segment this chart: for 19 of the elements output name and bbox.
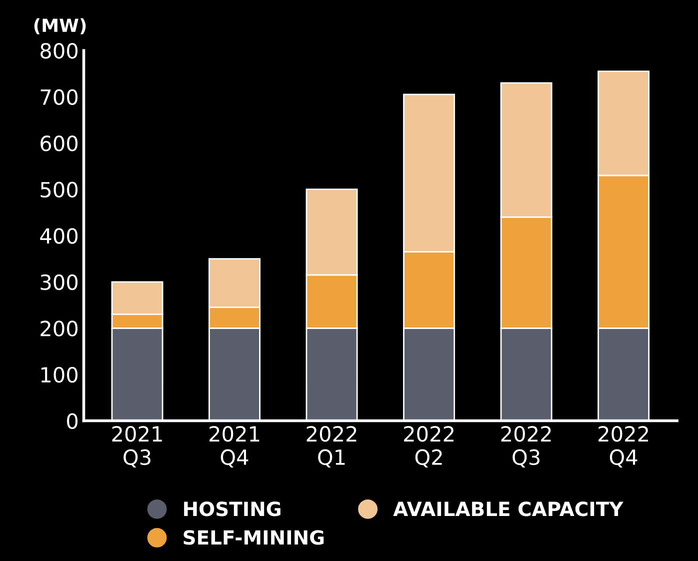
- legend-label: SELF-MINING: [184, 530, 324, 545]
- y-tick-label: 700: [40, 89, 78, 105]
- x-tick-label: 2021 Q3: [112, 426, 162, 468]
- y-tick-label: 800: [40, 42, 78, 59]
- y-tick-label: 300: [40, 274, 78, 290]
- y-axis-title: (MW): [34, 18, 86, 34]
- y-tick-label: 500: [40, 182, 78, 198]
- legend-label: AVAILABLE CAPACITY: [393, 502, 624, 516]
- y-tick-label: 0: [67, 413, 78, 429]
- y-tick-label: 100: [41, 366, 78, 383]
- x-tick-label: 2022 Q4: [598, 426, 648, 468]
- y-tick-label: 600: [40, 136, 78, 152]
- x-tick-label: 2021 Q4: [210, 426, 260, 468]
- x-tick-label: 2022 Q3: [501, 426, 551, 468]
- x-tick-label: 2022 Q1: [306, 426, 356, 468]
- legend-label: HOSTING: [184, 502, 280, 516]
- y-tick-label: 200: [40, 320, 78, 336]
- y-tick-label: 400: [40, 228, 78, 244]
- x-tick-label: 2022 Q2: [404, 426, 454, 468]
